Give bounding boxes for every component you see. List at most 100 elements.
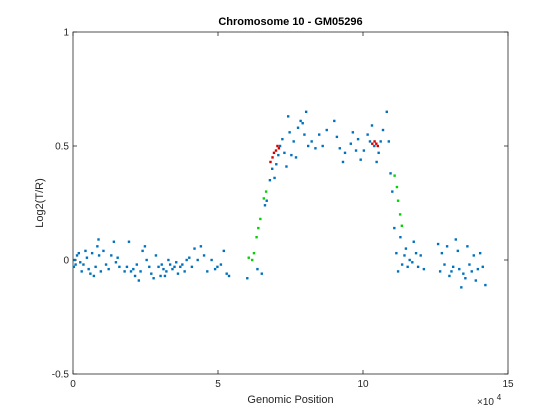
- data-point: [406, 265, 409, 269]
- data-point: [74, 263, 77, 266]
- x-axis-exponent-power: 4: [497, 393, 502, 402]
- data-point: [163, 274, 167, 278]
- data-point: [373, 140, 376, 143]
- data-point: [246, 277, 249, 280]
- data-point: [196, 258, 199, 262]
- data-point: [466, 245, 469, 248]
- data-point: [400, 224, 404, 227]
- data-point: [478, 251, 482, 255]
- data-point: [90, 251, 94, 255]
- x-axis-label: Genomic Position: [247, 394, 333, 406]
- x-tick-label: 5: [215, 379, 221, 390]
- data-point: [379, 140, 382, 143]
- data-point: [255, 236, 258, 239]
- data-point: [137, 279, 141, 282]
- data-point: [296, 126, 300, 129]
- data-point: [162, 267, 165, 271]
- data-point: [210, 258, 213, 262]
- data-point: [165, 270, 168, 273]
- x-tick-label: 15: [502, 379, 514, 390]
- data-point: [389, 172, 392, 175]
- data-point: [403, 254, 406, 257]
- data-point: [173, 265, 176, 269]
- data-point: [277, 153, 280, 157]
- data-point: [381, 128, 385, 132]
- data-point: [440, 251, 444, 255]
- data-point: [157, 265, 160, 269]
- data-point: [73, 258, 76, 262]
- data-point: [445, 245, 449, 248]
- data-point: [251, 258, 254, 262]
- data-point: [268, 179, 272, 182]
- data-point: [202, 254, 206, 257]
- data-point: [145, 258, 148, 262]
- data-point: [135, 263, 138, 266]
- data-point: [112, 240, 116, 243]
- data-point: [272, 151, 276, 155]
- data-point: [460, 286, 463, 289]
- data-point: [325, 128, 328, 132]
- data-point: [303, 133, 306, 136]
- data-point: [252, 251, 256, 255]
- data-point: [448, 274, 451, 278]
- data-point: [127, 240, 131, 243]
- data-points: [72, 110, 487, 289]
- data-point: [422, 267, 426, 271]
- data-point: [395, 185, 399, 189]
- data-point: [247, 256, 250, 259]
- data-point: [395, 251, 398, 255]
- data-point: [370, 124, 374, 127]
- data-point: [359, 158, 362, 161]
- data-point: [468, 263, 471, 266]
- data-point: [404, 247, 408, 250]
- data-point: [391, 190, 394, 193]
- y-axis-label: Log2(T/R): [34, 178, 46, 228]
- data-point: [458, 267, 461, 271]
- data-point: [484, 283, 487, 287]
- data-point: [288, 131, 291, 134]
- data-point: [385, 110, 388, 113]
- data-point: [72, 265, 76, 269]
- data-point: [82, 263, 85, 266]
- data-point: [256, 267, 259, 271]
- data-point: [396, 199, 400, 202]
- data-point: [141, 249, 144, 253]
- data-point: [377, 151, 380, 155]
- data-point: [462, 272, 465, 275]
- data-point: [80, 270, 83, 273]
- data-point: [299, 119, 302, 123]
- data-point: [185, 258, 188, 262]
- data-point: [273, 176, 276, 180]
- data-point: [107, 267, 110, 271]
- data-point: [190, 265, 194, 269]
- data-point: [92, 274, 96, 278]
- data-point: [143, 245, 147, 248]
- data-point: [94, 265, 97, 269]
- data-point: [371, 142, 374, 145]
- data-point: [269, 160, 272, 164]
- data-point: [464, 277, 467, 280]
- data-point: [219, 263, 223, 266]
- data-point: [310, 140, 313, 143]
- data-point: [321, 144, 324, 148]
- data-point: [450, 270, 453, 273]
- data-point: [375, 142, 378, 145]
- data-point: [356, 137, 360, 141]
- x-axis-exponent: ×10 4: [477, 393, 502, 408]
- data-point: [335, 135, 339, 139]
- data-point: [175, 261, 178, 264]
- data-point: [354, 149, 358, 152]
- data-point: [393, 226, 396, 230]
- data-point: [341, 160, 345, 164]
- x-tick-label: 0: [70, 379, 76, 390]
- data-point: [271, 156, 274, 159]
- data-point: [393, 174, 396, 177]
- data-point: [438, 270, 442, 273]
- data-point: [222, 249, 225, 253]
- data-point: [338, 147, 341, 150]
- data-point: [274, 149, 278, 152]
- data-point: [301, 122, 304, 125]
- data-point: [375, 160, 378, 164]
